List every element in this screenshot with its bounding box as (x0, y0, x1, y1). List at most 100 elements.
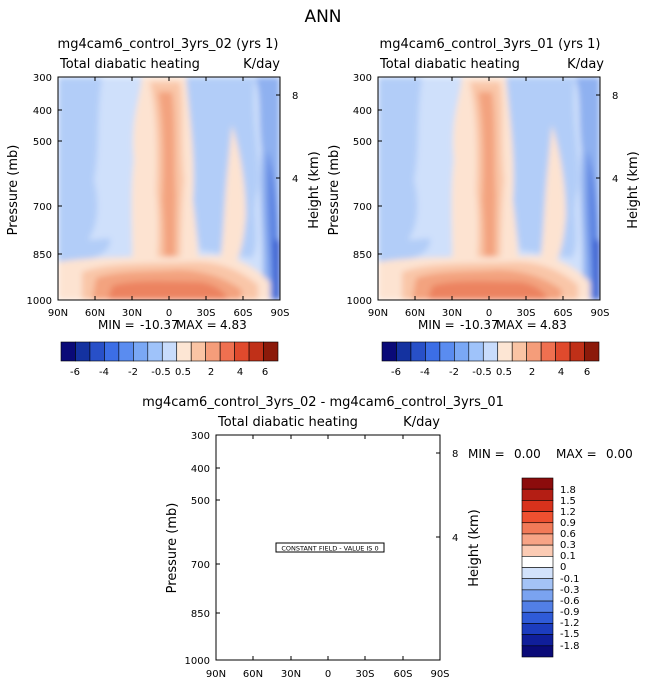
panel-1-stats: MIN = -10.37 MAX = 4.83 (98, 318, 247, 332)
colorbar-swatch (497, 341, 513, 362)
colorbar-swatch (60, 341, 76, 362)
panel-3-stats: MIN = 0.00 MAX = 0.00 (468, 447, 633, 461)
panel-3-ytick-700: 700 (191, 560, 210, 571)
panel-2-cb-label: 2 (529, 367, 535, 378)
figure-title: ANN (304, 7, 341, 27)
panel-2-ytick-1000: 1000 (347, 296, 372, 307)
panel-2-xtick-60n: 60N (405, 308, 425, 319)
panel-1-x-ticks: 90N 60N 30N 0 30S 60S 90S (48, 77, 290, 319)
panel-3-xtick-90s: 90S (430, 669, 449, 680)
colorbar-swatch (205, 341, 221, 362)
panel-3-max-label: MAX = (556, 447, 597, 461)
panel-1-y-ticks: 300 400 500 700 850 1000 8 4 (27, 73, 299, 307)
panel-3-cb-label: 0 (560, 562, 566, 573)
panel-1: mg4cam6_control_3yrs_02 (yrs 1) Total di… (6, 37, 322, 378)
panel-3-cb-label: 1.2 (560, 507, 576, 518)
panel-3-cb-label: -0.9 (560, 607, 580, 618)
panel-1-ylabel-right: Height (km) (307, 151, 322, 228)
panel-1-xtick-60n: 60N (85, 308, 105, 319)
panel-2-xtick-90n: 90N (368, 308, 388, 319)
panel-3-xtick-90n: 90N (206, 669, 226, 680)
panel-1-cb-label: 2 (208, 367, 214, 378)
panel-2-ytick-700: 700 (353, 202, 372, 213)
panel-1-ytick-300: 300 (33, 73, 52, 84)
panel-2-xtick-0: 0 (486, 308, 492, 319)
colorbar-swatch (454, 341, 470, 362)
panel-2-xtick-30s: 30S (516, 308, 535, 319)
colorbar-swatch (511, 341, 527, 362)
panel-1-xtick-30s: 30S (196, 308, 215, 319)
panel-1-min-label: MIN = (98, 318, 135, 332)
panel-2-stats: MIN = -10.37 MAX = 4.83 (418, 318, 567, 332)
colorbar-swatch (521, 611, 554, 624)
panel-2-ylabel-right: Height (km) (626, 151, 641, 228)
panel-1-cb-label: -0.5 (151, 367, 171, 378)
panel-2-x-ticks: 90N 60N 30N 0 30S 60S 90S (368, 77, 610, 319)
panel-1-colorbar (60, 341, 279, 362)
colorbar-swatch (521, 477, 554, 490)
colorbar-swatch (234, 341, 250, 362)
colorbar-swatch (521, 578, 554, 591)
panel-3-xtick-30n: 30N (281, 669, 301, 680)
panel-3-xtick-60n: 60N (243, 669, 263, 680)
panel-3-ytick-850: 850 (191, 609, 210, 620)
panel-3-ytick-300: 300 (191, 431, 210, 442)
colorbar-swatch (584, 341, 600, 362)
panel-3-cb-label: 1.8 (560, 485, 576, 496)
panel-2-subtitle-right: K/day (567, 57, 604, 72)
panel-3-cb-label: 0.1 (560, 551, 576, 562)
panel-3-subtitle-left: Total diabatic heating (217, 415, 358, 430)
panel-1-xtick-90n: 90N (48, 308, 68, 319)
panel-3-cb-label: 0.9 (560, 518, 576, 529)
panel-3-ytick-400: 400 (191, 464, 210, 475)
panel-1-cb-label: 4 (237, 367, 243, 378)
colorbar-swatch (248, 341, 264, 362)
panel-3-y-ticks: 300 400 500 700 850 1000 8 4 (185, 431, 459, 667)
panel-3-min-value: 0.00 (514, 447, 541, 461)
colorbar-swatch (521, 488, 554, 501)
panel-3-max-value: 0.00 (606, 447, 633, 461)
panel-1-cb-label: -4 (99, 367, 109, 378)
colorbar-swatch (104, 341, 120, 362)
colorbar-swatch (540, 341, 556, 362)
panel-1-ytick-500: 500 (33, 137, 52, 148)
colorbar-swatch (133, 341, 149, 362)
colorbar-swatch (176, 341, 192, 362)
panel-3-xtick-0: 0 (325, 669, 331, 680)
panel-2-cb-label: 4 (558, 367, 564, 378)
panel-1-ytick-right-4: 4 (292, 174, 298, 185)
colorbar-swatch (482, 341, 499, 362)
panel-2-colorbar-labels: -6 -4 -2 -0.5 0.5 2 4 6 (391, 367, 590, 378)
panel-3-cb-label: -0.1 (560, 574, 580, 585)
panel-1-cb-label: 0.5 (175, 367, 191, 378)
panel-3-xtick-30s: 30S (355, 669, 374, 680)
panel-1-field (58, 77, 280, 300)
panel-3-annotation: CONSTANT FIELD - VALUE IS 0 (275, 542, 385, 553)
colorbar-swatch (263, 341, 279, 362)
panel-2-ytick-right-4: 4 (612, 174, 618, 185)
colorbar-swatch (521, 645, 554, 658)
panel-1-ytick-700: 700 (33, 202, 52, 213)
panel-3-ytick-1000: 1000 (185, 656, 210, 667)
colorbar-swatch (89, 341, 105, 362)
colorbar-swatch (396, 341, 412, 362)
colorbar-swatch (410, 341, 426, 362)
colorbar-swatch (521, 634, 554, 647)
panel-3-subtitle-right: K/day (403, 415, 440, 430)
panel-1-xtick-60s: 60S (233, 308, 252, 319)
colorbar-swatch (75, 341, 91, 362)
panel-1-ytick-850: 850 (33, 250, 52, 261)
panel-2-cb-label: 6 (584, 367, 590, 378)
panel-1-min-value: -10.37 (140, 318, 179, 332)
panel-1-cb-label: -6 (70, 367, 80, 378)
panel-2-cb-label: -4 (420, 367, 430, 378)
panel-2: mg4cam6_control_3yrs_01 (yrs 1) Total di… (327, 37, 641, 378)
panel-3-ytick-right-8: 8 (452, 449, 458, 460)
panel-3-cb-label: 1.5 (560, 496, 576, 507)
colorbar-swatch (219, 341, 235, 362)
panel-1-max-value: 4.83 (220, 318, 247, 332)
colorbar-swatch (381, 341, 397, 362)
panel-2-xtick-30n: 30N (442, 308, 462, 319)
colorbar-swatch (439, 341, 455, 362)
